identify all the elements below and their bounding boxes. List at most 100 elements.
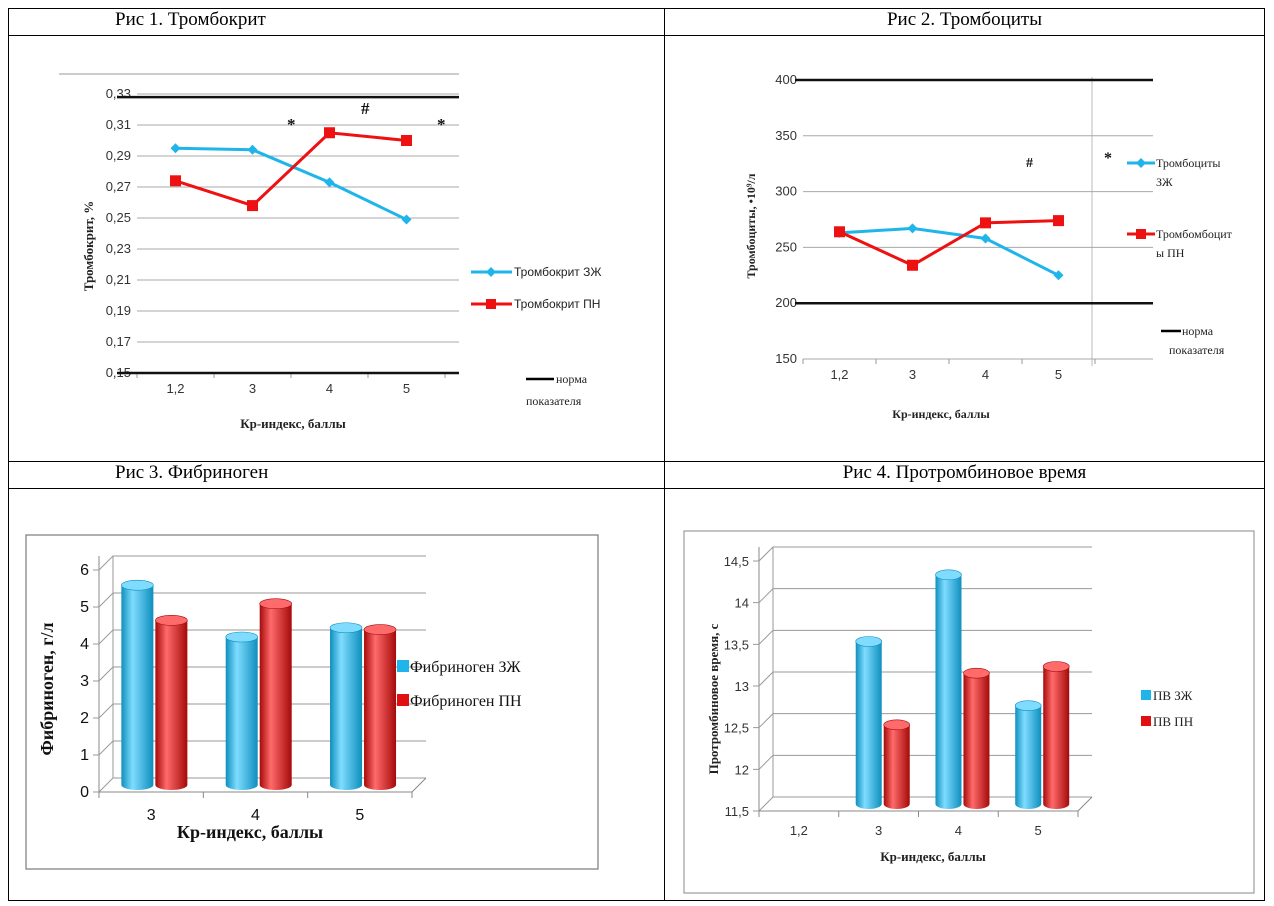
point-c1-1-0 bbox=[170, 175, 181, 187]
chart-2-legend: Тромбоциты ЗЖ Тромбомбоцит ы ПН норма по… bbox=[1127, 156, 1233, 357]
y-tick-c3-3: 3 bbox=[80, 673, 89, 690]
bar-c3-0-2 bbox=[329, 622, 363, 790]
chart-3-fibrinogen: 0 1 2 3 4 5 6 3 4 5 Фибриноген, г/л Кр-индекс, ба… bbox=[25, 534, 599, 870]
legend-2-series-2-line2: ы ПН bbox=[1156, 246, 1185, 260]
point-c2-0-1 bbox=[907, 223, 918, 234]
panel-4-cell: 11,5 12 12,5 13 13,5 14 14,5 1,2 3 4 5 Протромбино… bbox=[664, 488, 1265, 901]
legend-2-norm-line2: показателя bbox=[1169, 343, 1225, 357]
y-tick-c1-3: 0,21 bbox=[106, 272, 131, 287]
bar-c4-0-2 bbox=[935, 569, 962, 809]
bar-c4-1-1 bbox=[883, 719, 911, 809]
panel-2-header: Рис 2. Тромбоциты bbox=[664, 8, 1265, 36]
point-c1-1-1 bbox=[247, 200, 258, 212]
point-c2-1-1 bbox=[907, 259, 918, 271]
x-tick-c2-0: 1,2 bbox=[830, 367, 848, 382]
y-tick-c3-2: 2 bbox=[80, 710, 89, 727]
legend-3-series-2: Фибриноген ПН bbox=[410, 693, 522, 710]
chart-1-xlabel: Кр-индекс, баллы bbox=[240, 416, 346, 431]
point-c1-0-0 bbox=[170, 143, 181, 154]
panel-3-header: Рис 3. Фибриноген bbox=[8, 461, 665, 489]
y-tick-c1-4: 0,23 bbox=[106, 241, 131, 256]
point-c2-0-2 bbox=[980, 233, 991, 244]
panel-3-cell: 0 1 2 3 4 5 6 3 4 5 Фибриноген, г/л Кр-индекс, ба… bbox=[8, 488, 665, 901]
point-c1-0-1 bbox=[247, 144, 258, 155]
bar-c3-1-2 bbox=[363, 624, 397, 790]
y-tick-c3-5: 5 bbox=[80, 599, 89, 616]
panel-4-header: Рис 4. Протромбиновое время bbox=[664, 461, 1265, 489]
legend-1-series-2: Тромбокрит ПН bbox=[514, 297, 600, 311]
y-tick-c4-5: 14 bbox=[735, 596, 749, 611]
y-tick-c2-3: 300 bbox=[775, 184, 797, 199]
legend-2-series-2-line1: Тромбомбоцит bbox=[1156, 227, 1233, 241]
chart-1-ylabel: Тромбокрит, % bbox=[81, 201, 96, 291]
legend-1-series-1: Тромбокрит ЗЖ bbox=[514, 265, 601, 279]
chart-1-legend: Тромбокрит ЗЖ Тромбокрит ПН норма показа… bbox=[471, 265, 601, 408]
point-c2-0-3 bbox=[1053, 270, 1064, 281]
y-tick-c3-6: 6 bbox=[80, 562, 89, 579]
chart-1-annotation-1: * bbox=[287, 115, 296, 134]
legend-1-series-1-marker bbox=[486, 267, 496, 277]
chart-3-legend: Фибриноген ЗЖ Фибриноген ПН bbox=[397, 659, 522, 710]
figure-table: Рис 1. Тромбокрит Рис 2. Тромбоциты 0,15… bbox=[8, 8, 1265, 901]
x-tick-c1-2: 4 bbox=[326, 381, 333, 396]
chart-4-xlabel: Кр-индекс, баллы bbox=[880, 849, 986, 864]
y-tick-c4-3: 13 bbox=[735, 679, 749, 694]
y-tick-c2-2: 250 bbox=[775, 239, 797, 254]
point-c1-1-3 bbox=[401, 135, 412, 146]
legend-2-series-1-line1: Тромбоциты bbox=[1156, 156, 1221, 170]
series-line-c1-0 bbox=[175, 146, 408, 221]
panel-1-cell: 0,15 0,17 0,19 0,21 0,23 0,25 0,27 0,29 0,31 0,33… bbox=[8, 35, 665, 462]
y-tick-c2-4: 350 bbox=[775, 128, 797, 143]
legend-2-series-1-marker bbox=[1136, 158, 1146, 168]
x-tick-c1-3: 5 bbox=[403, 381, 410, 396]
y-tick-c1-9: 0,33 bbox=[106, 86, 131, 101]
x-tick-c1-1: 3 bbox=[249, 381, 256, 396]
bar-c4-1-2 bbox=[963, 667, 990, 809]
legend-2-series-2-marker bbox=[1136, 229, 1146, 239]
bar-c4-0-1 bbox=[855, 636, 883, 809]
panel-2-cell: 150 200 250 300 350 400 1,2 3 4 5 Тромбоциты, •10… bbox=[664, 35, 1265, 462]
point-c2-1-2 bbox=[980, 217, 991, 229]
y-tick-c1-8: 0,31 bbox=[106, 117, 131, 132]
point-c1-1-2 bbox=[324, 127, 335, 139]
chart-4-legend: ПВ ЗЖ ПВ ПН bbox=[1141, 688, 1193, 729]
legend-3-series-2-marker bbox=[397, 694, 409, 706]
chart-3-ylabel: Фибриноген, г/л bbox=[37, 622, 57, 755]
series-line-c2-0 bbox=[839, 226, 1060, 277]
y-tick-c3-4: 4 bbox=[80, 636, 89, 653]
chart-1-annotation-3: * bbox=[437, 115, 446, 134]
legend-1-norm-line2: показателя bbox=[526, 394, 582, 408]
y-tick-c4-1: 12 bbox=[735, 762, 749, 777]
x-tick-c2-1: 3 bbox=[909, 367, 916, 382]
chart-4-ylabel: Протромбиновое время, с bbox=[706, 623, 721, 774]
series-line-c2-1 bbox=[838, 219, 1059, 267]
legend-2-series-1-line2: ЗЖ bbox=[1156, 175, 1173, 189]
legend-2-norm-line1: норма bbox=[1182, 324, 1214, 338]
y-tick-c4-4: 13,5 bbox=[724, 637, 749, 652]
bar-c3-0-0 bbox=[121, 579, 154, 790]
y-tick-c4-6: 14,5 bbox=[724, 554, 749, 569]
x-tick-c2-3: 5 bbox=[1055, 367, 1062, 382]
point-c2-1-0 bbox=[834, 226, 845, 238]
legend-4-series-2: ПВ ПН bbox=[1153, 714, 1193, 729]
y-tick-c1-2: 0,19 bbox=[106, 303, 131, 318]
bar-c3-0-1 bbox=[225, 631, 258, 790]
legend-4-series-1-marker bbox=[1141, 690, 1151, 700]
x-tick-c4-2: 4 bbox=[955, 823, 962, 838]
y-tick-c3-0: 0 bbox=[80, 784, 89, 801]
panel-1-header: Рис 1. Тромбокрит bbox=[8, 8, 665, 36]
y-tick-c1-6: 0,27 bbox=[106, 179, 131, 194]
x-tick-c3-0: 3 bbox=[147, 807, 156, 824]
legend-3-series-1: Фибриноген ЗЖ bbox=[410, 659, 521, 676]
bar-c4-0-3 bbox=[1014, 700, 1042, 809]
chart-3-xlabel: Кр-индекс, баллы bbox=[177, 822, 323, 842]
x-tick-c2-2: 4 bbox=[982, 367, 989, 382]
bar-c3-1-0 bbox=[155, 615, 188, 790]
chart-2-annotation-1: # bbox=[1026, 156, 1033, 171]
point-c2-1-3 bbox=[1053, 215, 1064, 227]
y-tick-c4-0: 11,5 bbox=[725, 804, 749, 819]
y-tick-c1-7: 0,29 bbox=[106, 148, 131, 163]
chart-2-xlabel: Кр-индекс, баллы bbox=[892, 407, 990, 421]
legend-3-series-1-marker bbox=[397, 660, 409, 672]
point-c1-0-3 bbox=[401, 214, 412, 225]
